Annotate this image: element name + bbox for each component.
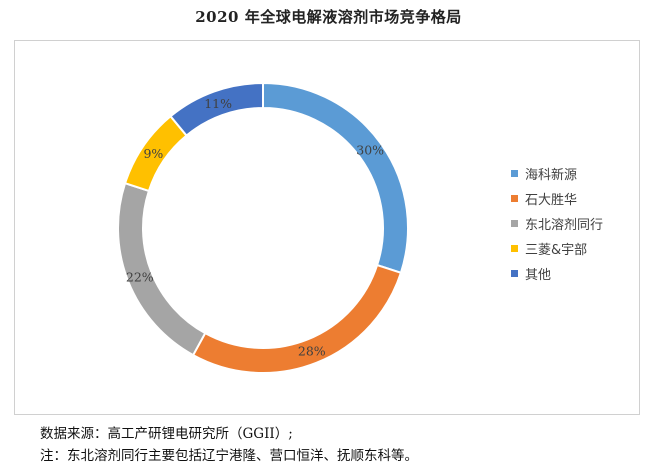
chart-legend: 海科新源石大胜华东北溶剂同行 三菱&宇部其他 — [511, 161, 603, 286]
legend-swatch — [511, 195, 518, 202]
legend-item-5: 其他 — [511, 261, 603, 286]
note-text: 注：东北溶剂同行主要包括辽宁港隆、营口恒洋、抚顺东科等。 — [40, 448, 418, 464]
legend-label: 三菱&宇部 — [525, 243, 588, 258]
legend-swatch — [511, 270, 518, 277]
chart-title: 2020 年全球电解液溶剂市场竞争格局 — [195, 8, 462, 26]
legend-swatch — [511, 220, 518, 227]
legend-swatch — [511, 170, 518, 177]
legend-label: 其他 — [525, 268, 552, 283]
legend-item-3: 东北溶剂同行 — [511, 211, 603, 236]
legend-label: 石大胜华 — [525, 193, 578, 208]
chart-frame: 30% 28% 22% 9% 11% 海科新源石大胜华东北溶剂同行 三菱&宇部其他 — [14, 40, 640, 415]
donut-slice-5 — [169, 81, 264, 137]
slice-data-label-2: 28% — [298, 344, 326, 359]
slice-data-label-3: 22% — [126, 269, 154, 284]
slice-data-label-1: 30% — [356, 143, 384, 158]
legend-item-4: 三菱&宇部 — [511, 236, 603, 261]
data-source-text: 数据来源：高工产研锂电研究所（GGII）; — [40, 426, 293, 442]
legend-swatch — [511, 245, 518, 252]
donut-slice-1 — [262, 81, 409, 275]
slice-data-label-5: 11% — [204, 96, 232, 111]
slice-data-label-4: 9% — [143, 146, 163, 161]
donut-chart: 30% 28% 22% 9% 11% — [117, 81, 409, 374]
footnote-block: 数据来源：高工产研锂电研究所（GGII）; 注：东北溶剂同行主要包括辽宁港隆、营… — [40, 423, 418, 467]
legend-item-2: 石大胜华 — [511, 186, 603, 211]
legend-label: 东北溶剂同行 — [525, 218, 604, 233]
legend-label: 海科新源 — [525, 168, 578, 183]
legend-item-1: 海科新源 — [511, 161, 603, 186]
